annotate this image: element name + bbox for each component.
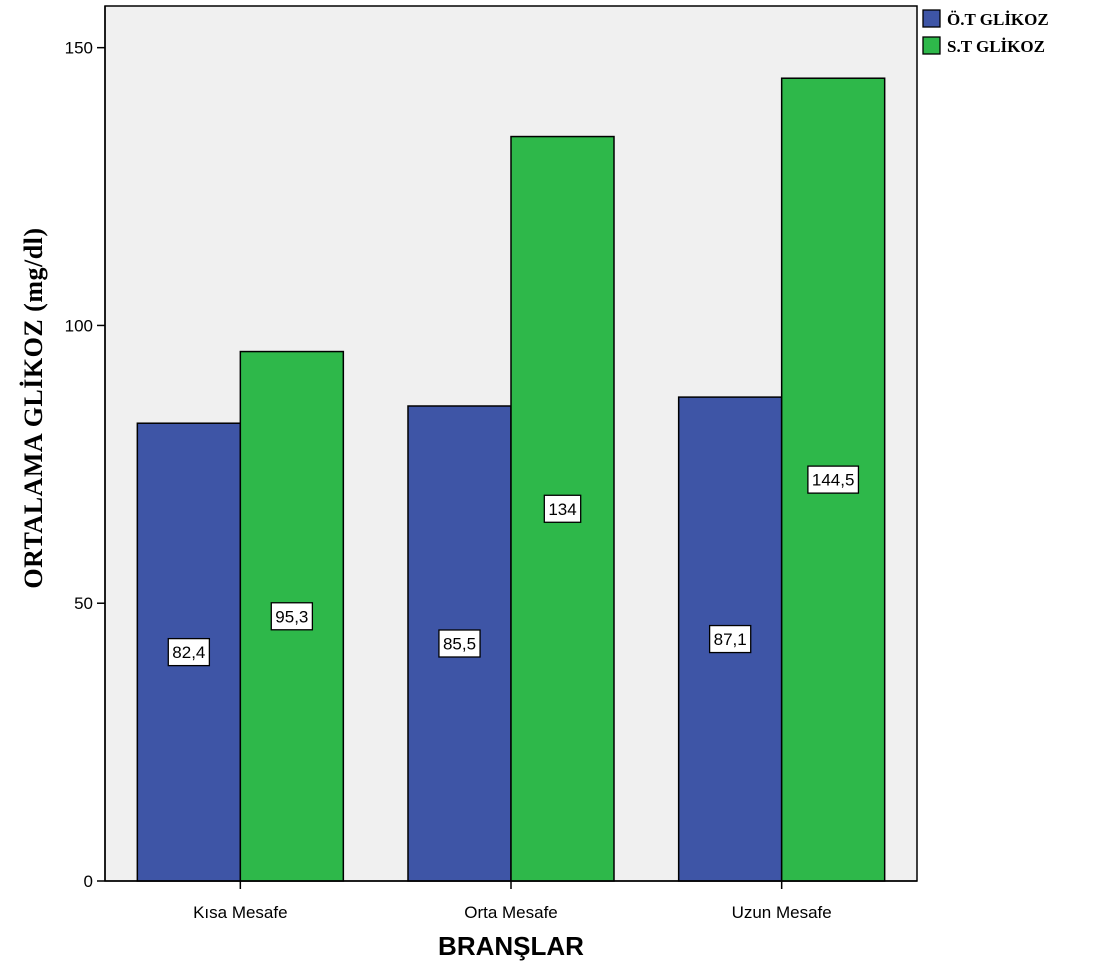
x-axis-categories: Kısa Mesafe Orta Mesafe Uzun Mesafe: [193, 881, 832, 922]
data-label-box: [438, 629, 481, 658]
data-label-text: 82,4: [172, 643, 205, 662]
data-label: 134: [543, 494, 582, 523]
data-label-box: [543, 494, 582, 523]
y-axis-title: ORTALAMA GLİKOZ (mg/dl): [19, 227, 48, 588]
data-label: 82,4: [167, 637, 211, 667]
data-label-text: 85,5: [443, 635, 476, 654]
legend-swatch: [922, 36, 941, 55]
data-label-text: 144,5: [812, 471, 855, 490]
y-tick-label: 100: [65, 316, 93, 335]
data-label-text: 134: [548, 500, 576, 519]
data-label-box: [167, 637, 211, 667]
x-tick-label: Kısa Mesafe: [193, 903, 288, 922]
x-tick-label: Orta Mesafe: [464, 903, 558, 922]
legend-label: S.T GLİKOZ: [947, 37, 1045, 56]
y-tick-label: 0: [84, 872, 93, 891]
y-tick-label: 150: [65, 39, 93, 58]
data-label-box: [807, 465, 860, 494]
legend: Ö.T GLİKOZ S.T GLİKOZ: [922, 9, 1049, 56]
data-label: 95,3: [270, 602, 314, 631]
data-label: 87,1: [708, 624, 752, 654]
data-label: 144,5: [807, 465, 860, 494]
data-label-box: [708, 624, 752, 654]
data-labels: 82,4 95,3 85,5 134 87,1 144,5: [167, 465, 860, 667]
data-label: 85,5: [438, 629, 481, 658]
y-tick-label: 50: [74, 594, 93, 613]
data-label-text: 87,1: [714, 630, 747, 649]
data-label-text: 95,3: [275, 607, 308, 626]
legend-label: Ö.T GLİKOZ: [947, 10, 1049, 29]
data-label-box: [270, 602, 314, 631]
legend-swatch: [922, 9, 941, 28]
y-axis-ticks: 0 50 100 150: [65, 39, 105, 891]
x-axis-title: BRANŞLAR: [438, 931, 584, 961]
x-tick-label: Uzun Mesafe: [732, 903, 832, 922]
